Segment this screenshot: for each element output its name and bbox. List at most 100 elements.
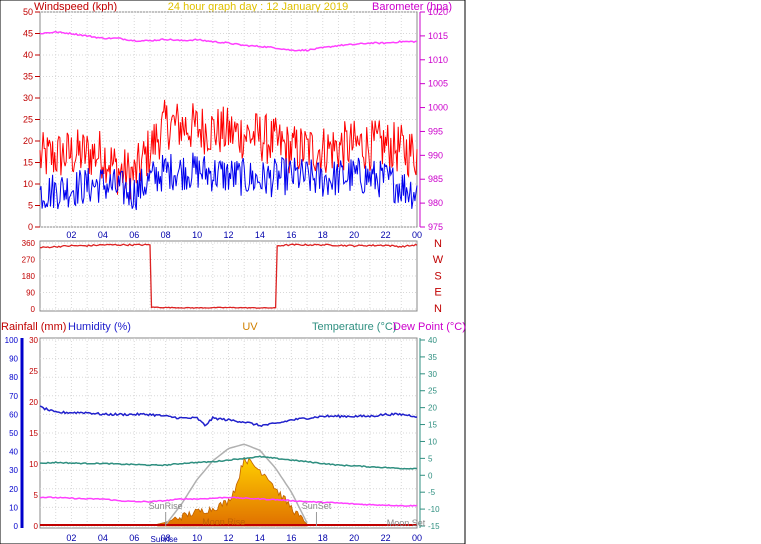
windspeed-series-line: [39, 152, 418, 211]
dewpoint-series-line: [39, 496, 418, 507]
direction-series: [39, 243, 418, 309]
windspeed-tick-label: 50: [23, 7, 33, 17]
temperature-tick-label: 30: [428, 370, 437, 379]
windspeed-ticks: 0 5 10 15 20 25 30 35 40 45 50: [23, 7, 40, 232]
temperature-tick-label: 0: [428, 471, 433, 480]
direction-ticks: 0 90 180 270 360: [22, 239, 36, 314]
compass-label: N: [434, 303, 442, 315]
temperature-tick-label: -5: [428, 488, 436, 497]
humidity-axis-title: Humidity (%): [68, 321, 131, 333]
temperature-tick-label: 5: [428, 454, 433, 463]
gust-series-line: [39, 99, 418, 200]
wind-hour-label: 06: [129, 230, 139, 240]
barometer-tick-label: 1005: [428, 79, 448, 89]
humidity-series-line: [39, 405, 417, 428]
humidity-tick-label: 30: [9, 466, 18, 475]
climate-hour-label: 00: [412, 533, 422, 543]
temperature-tick-label: 25: [428, 387, 437, 396]
humidity-tick-label: 60: [9, 410, 18, 419]
wind-hour-label: 18: [318, 230, 328, 240]
barometer-tick-label: 985: [428, 174, 443, 184]
humidity-tick-label: 10: [9, 503, 18, 512]
climate-hour-label: 08: [161, 533, 171, 543]
windspeed-tick-label: 25: [23, 115, 33, 125]
barometer-tick-label: 990: [428, 150, 443, 160]
uv-area: [157, 456, 308, 527]
climate-hour-label: 22: [381, 533, 391, 543]
barometer-tick-label: 1015: [428, 31, 448, 41]
rainfall-tick-label: 5: [34, 491, 39, 500]
rainfall-tick-label: 25: [29, 367, 38, 376]
dewpoint-axis-title: Dew Point (°C): [393, 321, 466, 333]
windspeed-tick-label: 15: [23, 158, 33, 168]
windspeed-tick-label: 5: [28, 201, 33, 211]
graph-title: 24 hour graph day : 12 January 2019: [168, 1, 348, 13]
direction-tick-label: 90: [26, 289, 35, 298]
barometer-tick-label: 1020: [428, 7, 448, 17]
wind-hour-label: 12: [223, 230, 233, 240]
wind-series: [39, 30, 418, 211]
climate-hour-label: 02: [66, 533, 76, 543]
rainfall-ticks: 0 5 10 15 20 25 30: [29, 336, 38, 531]
rainfall-axis-title: Rainfall (mm): [1, 321, 66, 333]
humidity-tick-label: 70: [9, 392, 18, 401]
wind-hour-ticks: 02 04 06 08 10 12 14 16 18 20 22 00: [66, 230, 422, 240]
humidity-tick-label: 20: [9, 485, 18, 494]
direction-plot-area: [39, 240, 418, 312]
rainfall-tick-label: 20: [29, 398, 38, 407]
compass-label: W: [433, 254, 444, 266]
windspeed-tick-label: 40: [23, 50, 33, 60]
compass-label: E: [434, 287, 441, 299]
windspeed-tick-label: 35: [23, 72, 33, 82]
climate-hour-label: 10: [192, 533, 202, 543]
climate-hour-label: 12: [223, 533, 233, 543]
barometer-tick-label: 1010: [428, 55, 448, 65]
direction-tick-label: 0: [31, 305, 36, 314]
moonrise-label: Moon Rise: [202, 517, 245, 527]
sun-moon-annotations: SunRise Moon Rise SunSet Moon Set Sunrise: [149, 501, 426, 544]
windspeed-tick-label: 10: [23, 179, 33, 189]
uv-axis-title: UV: [242, 321, 258, 333]
compass-label: S: [434, 270, 441, 282]
temperature-series-line: [40, 455, 418, 470]
humidity-tick-label: 0: [14, 522, 19, 531]
barometer-tick-label: 975: [428, 222, 443, 232]
solar-max-arc: [165, 443, 308, 526]
windspeed-tick-label: 45: [23, 29, 33, 39]
humidity-tick-label: 40: [9, 448, 18, 457]
wind-plot-area: [39, 11, 418, 228]
moonset-label: Moon Set: [387, 518, 426, 528]
sunrise-time-label: Sunrise: [151, 535, 179, 544]
windspeed-axis-title: Windspeed (kph): [34, 1, 117, 13]
humidity-tick-label: 90: [9, 355, 18, 364]
climate-hour-label: 20: [349, 533, 359, 543]
rainfall-tick-label: 15: [29, 429, 38, 438]
windspeed-tick-label: 20: [23, 136, 33, 146]
wind-hour-label: 22: [381, 230, 391, 240]
windspeed-tick-label: 30: [23, 93, 33, 103]
humidity-ticks: 0 10 20 30 40 50 60 70 80 90 100: [5, 336, 19, 531]
wind-hour-label: 20: [349, 230, 359, 240]
temperature-tick-label: 20: [428, 404, 437, 413]
wind-hour-label: 08: [161, 230, 171, 240]
climate-hour-label: 16: [286, 533, 296, 543]
direction-tick-label: 270: [22, 256, 36, 265]
climate-hour-label: 18: [318, 533, 328, 543]
temperature-tick-label: -10: [428, 505, 440, 514]
climate-plot-area: [39, 337, 418, 529]
wind-hour-label: 16: [286, 230, 296, 240]
rainfall-tick-label: 0: [34, 522, 39, 531]
temperature-tick-label: -15: [428, 522, 440, 531]
humidity-tick-label: 100: [5, 336, 19, 345]
direction-tick-label: 360: [22, 239, 36, 248]
compass-label: N: [434, 238, 442, 250]
barometer-series-line: [39, 30, 417, 52]
rainfall-tick-label: 30: [29, 336, 38, 345]
climate-hour-label: 14: [255, 533, 265, 543]
barometer-axis-title: Barometer (hpa): [372, 1, 452, 13]
climate-series: [39, 405, 418, 527]
